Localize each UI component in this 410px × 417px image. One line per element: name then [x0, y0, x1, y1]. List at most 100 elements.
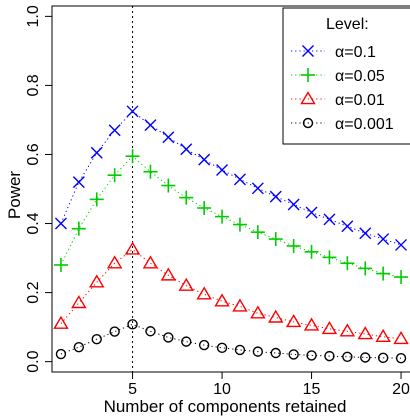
y-tick-label: 0.4	[25, 212, 42, 234]
legend-entry: α=0.1	[291, 44, 376, 61]
triangle-marker	[124, 241, 141, 255]
triangle-marker	[106, 255, 123, 269]
circle-marker	[324, 350, 335, 362]
plus-marker	[143, 164, 158, 179]
triangle-marker	[285, 314, 302, 328]
y-axis-label: Power	[5, 171, 24, 220]
circle-marker	[181, 336, 192, 347]
triangle-marker	[178, 277, 194, 291]
circle-marker	[145, 326, 156, 337]
plus-marker	[215, 209, 230, 224]
x-marker	[162, 131, 175, 144]
x-marker	[180, 143, 193, 156]
triangle-marker	[53, 315, 69, 329]
x-marker	[269, 190, 282, 203]
x-marker	[305, 206, 318, 219]
plus-marker	[286, 238, 301, 253]
circle-marker	[270, 347, 281, 359]
circle-marker	[302, 117, 314, 129]
plus-marker	[71, 221, 86, 236]
legend-label: α=0.01	[335, 92, 385, 109]
x-marker	[251, 182, 264, 195]
triangle-marker	[303, 317, 320, 331]
x-marker	[90, 146, 103, 159]
circle-marker	[342, 351, 353, 363]
circle-marker	[216, 342, 228, 354]
plus-marker	[250, 225, 265, 240]
x-marker	[395, 238, 408, 251]
triangle-marker	[393, 330, 409, 345]
y-tick-label: 0.2	[25, 281, 42, 303]
legend-entry: α=0.01	[291, 91, 385, 109]
legend-label: α=0.05	[335, 68, 385, 85]
legend-entry: α=0.001	[291, 116, 394, 133]
circle-marker	[377, 352, 389, 364]
plus-marker	[197, 200, 212, 215]
plot-frame	[51, 5, 410, 373]
x-marker	[126, 105, 139, 118]
triangle-marker	[375, 328, 391, 343]
plus-marker	[232, 217, 247, 232]
circle-marker	[73, 341, 85, 353]
triangle-marker	[300, 91, 316, 105]
series-line	[60, 155, 402, 278]
y-tick-label: 0.8	[25, 74, 42, 96]
circle-marker	[252, 346, 264, 357]
circle-marker	[109, 326, 120, 337]
plus-marker	[301, 68, 315, 82]
x-marker	[216, 164, 229, 177]
circle-marker	[198, 339, 210, 351]
series-2	[53, 149, 409, 285]
x-marker	[341, 220, 354, 233]
legend-box	[282, 7, 410, 145]
x-marker	[323, 213, 336, 226]
x-marker	[377, 233, 390, 246]
triangle-marker	[339, 323, 356, 337]
circle-marker	[163, 332, 174, 343]
plus-marker	[107, 168, 122, 183]
legend: Level: α=0.1 α=0.05 α=0.01 α=0.001	[282, 7, 410, 145]
x-tick-label: 10	[213, 381, 231, 398]
x-marker	[72, 176, 85, 189]
triangle-marker	[268, 309, 284, 323]
legend-title: Level:	[326, 16, 369, 33]
x-tick-label: 5	[128, 381, 137, 398]
plus-marker	[179, 190, 194, 205]
triangle-marker	[196, 286, 212, 300]
y-tick-label: 0.0	[25, 350, 42, 372]
axes: 5 10 15 20 0.0 0.2 0.4 0.6 0.8 1.0	[25, 5, 410, 398]
plus-marker	[125, 149, 140, 164]
triangle-marker	[214, 293, 230, 307]
plus-marker	[304, 244, 319, 259]
x-marker	[287, 198, 300, 211]
x-marker	[198, 153, 211, 166]
series-layer	[53, 105, 409, 364]
plus-marker	[268, 232, 283, 247]
triangle-marker	[142, 255, 159, 269]
triangle-marker	[321, 320, 338, 335]
plus-marker	[394, 270, 409, 285]
x-marker	[54, 217, 67, 230]
circle-marker	[234, 344, 246, 356]
circle-marker	[288, 349, 299, 360]
triangle-marker	[160, 267, 177, 281]
x-marker	[233, 173, 246, 186]
x-tick-label: 15	[303, 381, 321, 398]
triangle-marker	[250, 305, 266, 319]
y-tick-label: 0.6	[25, 143, 42, 165]
x-tick-label: 20	[392, 381, 410, 398]
plus-marker	[161, 178, 176, 193]
plus-marker	[358, 261, 373, 276]
legend-entries: α=0.1 α=0.05 α=0.01 α=0.001	[291, 44, 394, 133]
triangle-marker	[71, 295, 87, 309]
plus-marker	[53, 257, 68, 272]
circle-marker	[395, 352, 407, 364]
circle-marker	[91, 333, 102, 345]
triangle-marker	[357, 326, 373, 340]
x-marker	[359, 227, 372, 240]
circle-marker	[127, 319, 138, 330]
circle-marker	[360, 352, 371, 363]
triangle-marker	[232, 298, 248, 312]
circle-marker	[306, 350, 317, 361]
series-3	[53, 241, 409, 345]
